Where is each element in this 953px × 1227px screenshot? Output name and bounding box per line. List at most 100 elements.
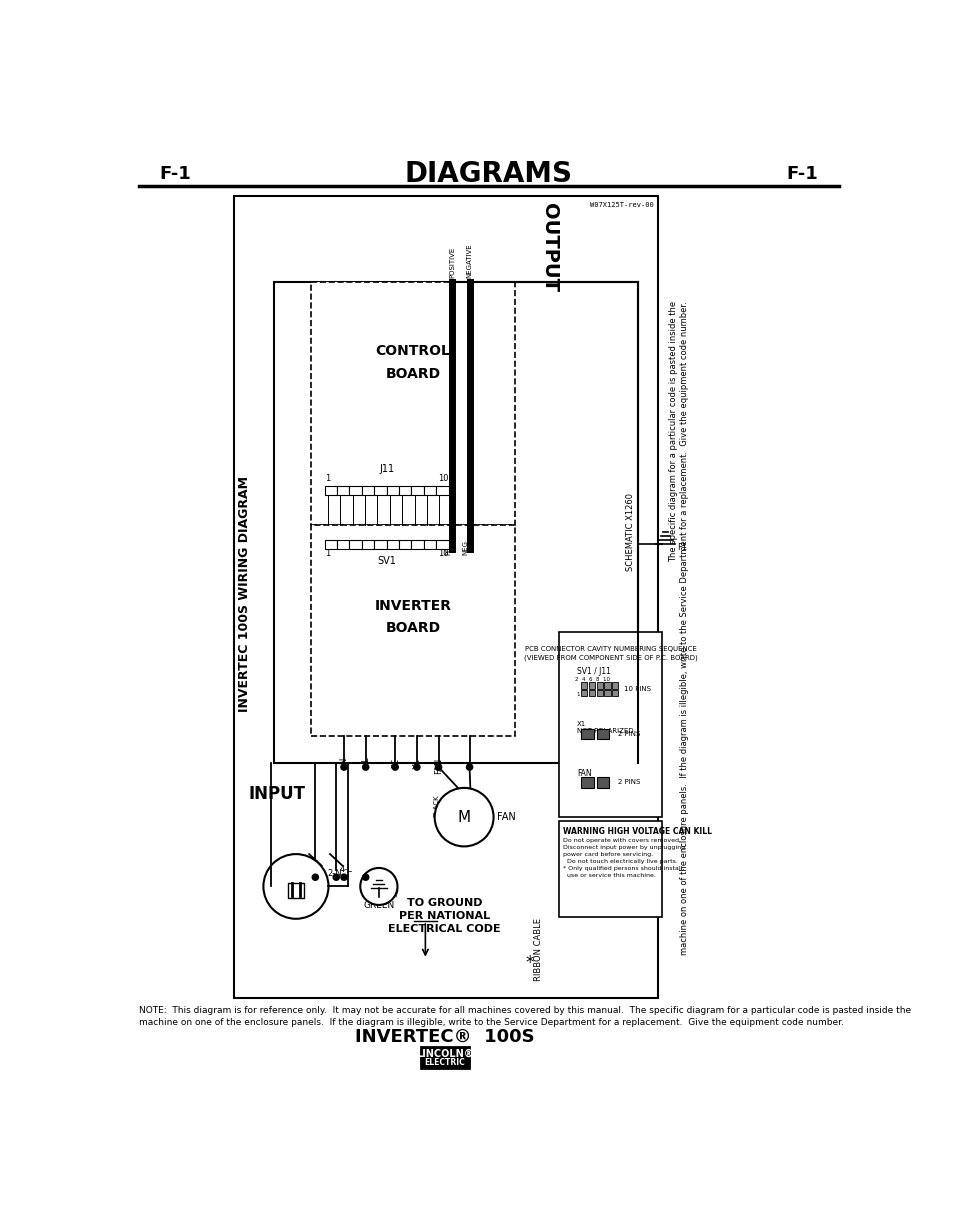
Text: SCHEMATIC X1260: SCHEMATIC X1260 — [625, 493, 635, 572]
Text: POS: POS — [444, 541, 451, 556]
Text: SV1 / J11: SV1 / J11 — [577, 667, 611, 676]
Bar — [580, 777, 593, 788]
Text: 1-N: 1-N — [296, 865, 311, 874]
Text: 1: 1 — [324, 550, 330, 558]
Bar — [588, 690, 595, 696]
Circle shape — [340, 764, 347, 771]
Bar — [612, 690, 618, 696]
Bar — [361, 486, 374, 496]
Text: 1: 1 — [324, 474, 330, 483]
Circle shape — [362, 764, 369, 771]
Text: NEG: NEG — [461, 540, 468, 556]
Bar — [558, 632, 661, 817]
Text: *: * — [525, 955, 534, 973]
Bar — [349, 486, 361, 496]
Text: SV1: SV1 — [376, 556, 395, 566]
Text: PCB CONNECTOR CAVITY NUMBERING SEQUENCE
(VIEWED FROM COMPONENT SIDE OF P.C. BOAR: PCB CONNECTOR CAVITY NUMBERING SEQUENCE … — [523, 647, 697, 660]
Bar — [580, 682, 587, 688]
Circle shape — [466, 764, 472, 771]
Text: 4-L: 4-L — [340, 865, 353, 874]
Text: F-1: F-1 — [785, 166, 818, 183]
Text: LINCOLN®: LINCOLN® — [416, 1049, 473, 1059]
Text: RIBBON CABLE: RIBBON CABLE — [534, 918, 542, 982]
Circle shape — [263, 854, 328, 919]
Bar — [580, 690, 587, 696]
Circle shape — [435, 764, 441, 771]
Circle shape — [340, 874, 347, 880]
Bar — [274, 282, 638, 763]
Bar — [436, 486, 448, 496]
Text: Do not operate with covers removed.
Disconnect input power by unplugging
power c: Do not operate with covers removed. Disc… — [562, 838, 685, 879]
Bar — [386, 540, 398, 550]
Circle shape — [312, 874, 318, 880]
Bar — [324, 486, 336, 496]
Text: POSITIVE: POSITIVE — [449, 247, 455, 279]
Text: FAN: FAN — [497, 812, 516, 822]
Text: F-1: F-1 — [159, 166, 192, 183]
Bar — [420, 1047, 468, 1069]
Bar — [596, 729, 608, 740]
Bar — [349, 540, 361, 550]
Text: 10: 10 — [437, 550, 448, 558]
Text: FAN: FAN — [577, 769, 591, 778]
Bar — [411, 486, 423, 496]
Text: X1: X1 — [412, 758, 421, 769]
Text: M: M — [457, 810, 470, 825]
Bar — [423, 486, 436, 496]
Text: machine on one of the enclosure panels.  If the diagram is illegible, write to t: machine on one of the enclosure panels. … — [679, 302, 689, 955]
Text: DIAGRAMS: DIAGRAMS — [404, 161, 573, 188]
Bar — [288, 882, 303, 898]
Bar — [374, 486, 386, 496]
Bar — [604, 682, 610, 688]
Circle shape — [392, 764, 397, 771]
Text: INVERTER
BOARD: INVERTER BOARD — [375, 599, 451, 636]
Text: NOTE:  This diagram is for reference only.  It may not be accurate for all machi: NOTE: This diagram is for reference only… — [138, 1006, 910, 1027]
Bar — [436, 540, 448, 550]
Text: YELLOW/
GREEN: YELLOW/ GREEN — [358, 890, 398, 909]
Bar — [580, 729, 593, 740]
Text: FE: FE — [390, 758, 399, 768]
Text: 2 PINS: 2 PINS — [618, 779, 640, 785]
Bar — [596, 690, 602, 696]
Circle shape — [435, 788, 493, 847]
Text: CONTROL
BOARD: CONTROL BOARD — [375, 345, 450, 382]
Text: F1: F1 — [677, 544, 687, 552]
Bar — [374, 540, 386, 550]
Text: L: L — [361, 758, 370, 762]
Text: WARNING HIGH VOLTAGE CAN KILL: WARNING HIGH VOLTAGE CAN KILL — [562, 827, 712, 836]
Text: 2-N: 2-N — [327, 869, 341, 877]
Text: BLACK: BLACK — [433, 794, 438, 817]
Bar — [558, 821, 661, 918]
Text: 2  4  6  8  10: 2 4 6 8 10 — [575, 677, 609, 682]
Text: 2 PINS: 2 PINS — [618, 731, 640, 737]
Text: NEGATIVE: NEGATIVE — [466, 243, 472, 279]
Bar — [423, 540, 436, 550]
Circle shape — [333, 874, 339, 880]
Bar — [604, 690, 610, 696]
Bar — [386, 486, 398, 496]
Bar — [398, 486, 411, 496]
Bar — [596, 682, 602, 688]
Bar — [233, 196, 658, 998]
Bar — [596, 777, 608, 788]
Bar — [324, 540, 336, 550]
Circle shape — [360, 867, 397, 906]
Text: TO GROUND
PER NATIONAL
ELECTRICAL CODE: TO GROUND PER NATIONAL ELECTRICAL CODE — [388, 898, 500, 935]
Text: OUTPUT: OUTPUT — [539, 202, 558, 292]
Text: J11: J11 — [378, 464, 394, 474]
Text: X1
NOT POLARIZED: X1 NOT POLARIZED — [577, 721, 633, 735]
Text: 10: 10 — [437, 474, 448, 483]
Text: INVERTEC 100S WIRING DIAGRAM: INVERTEC 100S WIRING DIAGRAM — [238, 476, 251, 712]
Text: +: + — [464, 758, 474, 764]
Text: The specific diagram for a particular code is pasted inside the: The specific diagram for a particular co… — [669, 302, 678, 562]
Bar — [411, 540, 423, 550]
Text: 1  3  5  7  9: 1 3 5 7 9 — [577, 692, 608, 697]
Text: RED: RED — [452, 794, 457, 809]
Text: FAN: FAN — [434, 758, 442, 774]
Circle shape — [362, 874, 369, 880]
Bar — [612, 682, 618, 688]
Text: W07X125T-rev-00: W07X125T-rev-00 — [590, 202, 654, 207]
Text: INVERTEC®  100S: INVERTEC® 100S — [355, 1027, 534, 1045]
Text: N: N — [339, 758, 348, 764]
Text: 10 PINS: 10 PINS — [623, 686, 650, 692]
